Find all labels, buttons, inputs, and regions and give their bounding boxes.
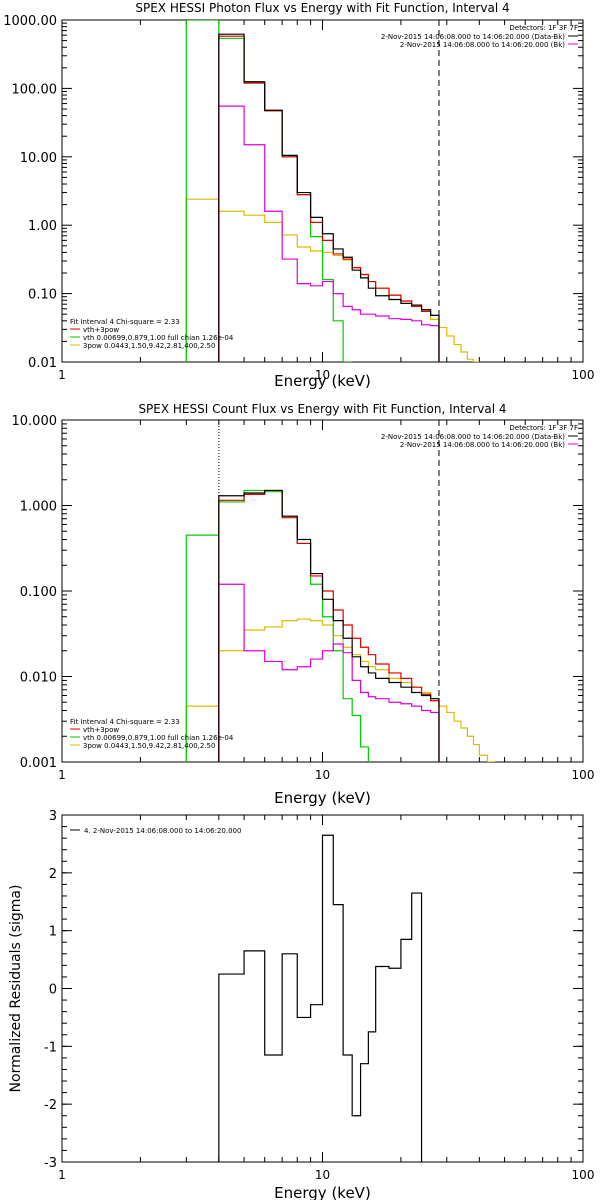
series-data-bk-line [218,489,440,762]
legend-entry-label: vth 0.00699,0.879,1.00 full chian 1.26e-… [83,734,234,742]
y-tick-label: 0.100 [20,585,57,600]
x-tick-label: 100 [572,768,595,782]
x-tick-label: 1 [58,368,66,382]
legend-bottom-title: Fit Interval 4 Chi-square = 2.33 [70,318,180,326]
y-tick-label: -3 [44,1156,57,1171]
legend-entry-label: 4. 2-Nov-2015 14:06:08.000 to 14:06:20.0… [84,827,241,835]
series-data-bk-line [218,33,440,362]
legend-entry-label: 2-Nov-2015 14:06:08.000 to 14:06:20.000 … [381,433,565,441]
legend-entry-label: vth+3pow [83,726,119,734]
y-tick-label: 0.10 [28,288,57,303]
y-tick-label: 1.00 [28,219,57,234]
plot-series-group [185,489,496,762]
plot-series-group [218,834,423,1162]
legend-entry-label: vth 0.00699,0.879,1.00 full chian 1.26e-… [83,334,234,342]
series-bk-line [218,105,440,362]
plot-series-group [185,20,480,362]
x-tick-label: 10 [315,1168,330,1182]
y-tick-label: 1000.00 [3,14,57,29]
legend-top-title: Detectors: 1F 3F 7F [509,424,578,432]
y-tick-label: 1.000 [20,500,57,515]
x-tick-label: 1 [58,1168,66,1182]
legend-entry-label: 2-Nov-2015 14:06:08.000 to 14:06:20.000 … [400,441,565,449]
y-axis-label: Normalized Residuals (sigma) [8,885,24,1093]
legend-bottom-title: Fit Interval 4 Chi-square = 2.33 [70,718,180,726]
chart-title: SPEX HESSI Count Flux vs Energy with Fit… [138,402,506,416]
y-tick-label: 1 [49,925,57,940]
legend-top: Detectors: 1F 3F 7F2-Nov-2015 14:06:08.0… [381,424,578,449]
x-axis-label: Energy (keV) [274,372,371,390]
count-flux-chart: SPEX HESSI Count Flux vs Energy with Fit… [12,402,595,807]
x-tick-label: 100 [572,1168,595,1182]
series-residual-line [218,834,423,1162]
y-tick-label: -1 [44,1040,57,1055]
chart-title: SPEX HESSI Photon Flux vs Energy with Fi… [135,1,509,15]
y-tick-label: 100.00 [12,82,58,97]
y-tick-label: 3 [49,809,57,824]
x-tick-label: 1 [58,768,66,782]
x-tick-label: 10 [315,368,330,382]
y-tick-label: 0.010 [20,671,57,686]
legend-top: Detectors: 1F 3F 7F2-Nov-2015 14:06:08.0… [381,24,578,49]
y-tick-label: 10.000 [12,414,58,429]
legend-entry-label: vth+3pow [83,326,119,334]
legend-entry-label: 3pow 0.0443,1.50,9.42,2.81,400,2.50 [83,342,215,350]
x-tick-label: 100 [572,368,595,382]
x-axis-label: Energy (keV) [274,789,371,807]
y-tick-label: 0.01 [28,356,57,371]
y-tick-label: 0 [49,983,57,998]
legend-top-title: Detectors: 1F 3F 7F [509,24,578,32]
residuals-chart: 1 10 100 -3 -2 -1 0 1 2 3 Energy (keV) Normalized R… [8,809,595,1202]
legend-entry-label: 2-Nov-2015 14:06:08.000 to 14:06:20.000 … [381,33,565,41]
y-tick-label: -2 [44,1098,57,1113]
legend-entry-label: 2-Nov-2015 14:06:08.000 to 14:06:20.000 … [400,41,565,49]
y-tick-label: 2 [49,867,57,882]
x-tick-label: 10 [315,768,330,782]
x-axis-label: Energy (keV) [274,1184,371,1200]
y-tick-label: 10.00 [20,151,57,166]
series-3pow-line [185,618,496,762]
legend-bottom: Fit Interval 4 Chi-square = 2.33vth+3pow… [70,718,234,750]
legend-top: 4. 2-Nov-2015 14:06:08.000 to 14:06:20.0… [70,827,241,835]
photon-flux-chart: SPEX HESSI Photon Flux vs Energy with Fi… [3,1,594,390]
legend-bottom: Fit Interval 4 Chi-square = 2.33vth+3pow… [70,318,234,350]
series-bk-line [218,583,440,762]
y-tick-label: 0.001 [20,756,57,771]
legend-entry-label: 3pow 0.0443,1.50,9.42,2.81,400,2.50 [83,742,215,750]
